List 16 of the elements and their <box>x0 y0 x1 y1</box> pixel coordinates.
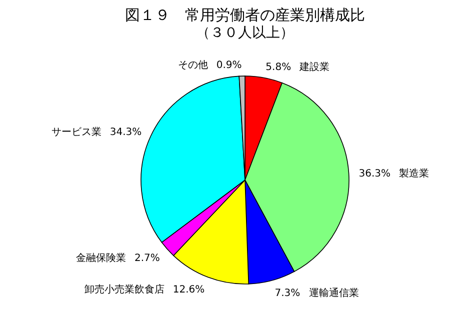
data-label: 5.8% <box>266 62 292 73</box>
slice-label: 運輸通信業 <box>308 286 359 299</box>
chart-subtitle: （３０人以上） <box>196 25 294 41</box>
data-label: 2.7% <box>134 253 160 264</box>
slice-label: 卸売小売業飲食店 <box>84 283 165 296</box>
data-label: 36.3% <box>358 168 391 180</box>
slice-label: その他 <box>178 59 208 72</box>
slice-label: 建設業 <box>298 60 330 73</box>
data-label: 34.3% <box>110 127 142 138</box>
slice-label: サービス業 <box>52 126 102 138</box>
data-label: 7.3% <box>274 288 300 299</box>
chart-title: 図１９ 常用労働者の産業別構成比 <box>125 6 365 24</box>
slice-label: 製造業 <box>398 168 429 180</box>
slice-label: 金融保険業 <box>76 252 126 264</box>
data-label: 0.9% <box>216 60 242 72</box>
data-label: 12.6% <box>172 284 205 296</box>
